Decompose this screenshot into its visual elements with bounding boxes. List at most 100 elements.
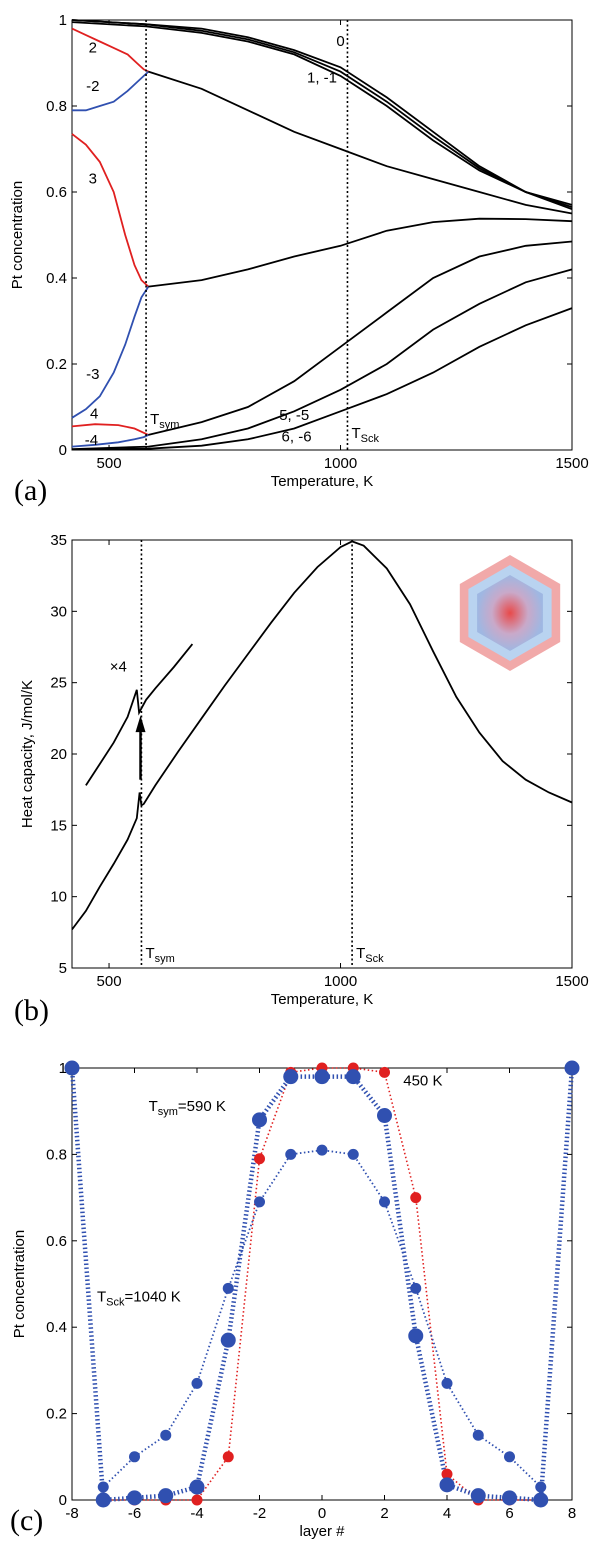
y-tick-label: 0.4 [46,1319,67,1336]
curve-label: 1, -1 [307,69,337,86]
y-tick-label: 5 [59,960,67,977]
data-point [504,1451,515,1463]
x-tick-label: 500 [97,455,122,472]
series-line [148,217,573,288]
y-tick-label: 15 [50,817,67,834]
series-line [71,21,573,206]
series-line [103,1067,541,1501]
data-point [564,1060,580,1076]
x-tick-label: 1000 [324,973,357,990]
series-line [71,268,573,450]
data-point [222,1451,234,1463]
data-point [410,1192,422,1204]
y-tick-label: 0 [59,442,67,459]
series-line [71,307,573,451]
data-point [441,1377,453,1389]
data-point [252,1112,267,1128]
panel-b-chart: 500 1000 1500 5 10 15 20 25 30 35 Temperature, K He… [14,532,589,1027]
data-point [189,1479,205,1495]
x-tick-label: 4 [443,1505,451,1522]
y-tick-label: 0 [59,1492,67,1509]
data-point [472,1429,484,1441]
x-tick-label: -8 [65,1505,78,1522]
y-tick-label: 20 [50,746,67,763]
x-axis-label: layer # [299,1523,345,1540]
series-annotation: Tsym=590 K [149,1098,226,1118]
data-point [314,1069,330,1085]
vertical-line-label: Tsym [145,945,174,965]
plot-frame [71,19,573,451]
series-line [71,19,573,208]
data-point [533,1492,549,1508]
x-axis-label: Temperature, K [271,473,374,490]
inset-scale-label: ×4 [110,658,127,675]
x-axis-label: Temperature, K [271,991,374,1008]
data-point [95,1492,111,1508]
curve-label: 4 [90,406,98,423]
series-line [148,240,573,436]
curve-label: 6, -6 [282,428,312,445]
data-point [502,1490,517,1506]
y-axis-label: Heat capacity, J/mol/K [19,680,36,828]
y-tick-label: 0.8 [46,98,67,115]
data-point [316,1144,328,1156]
series-line [71,434,149,448]
data-point [97,1481,109,1493]
data-point [439,1477,455,1493]
y-tick-label: 0.8 [46,1146,67,1163]
y-tick-label: 0.2 [46,356,67,373]
x-tick-label: -4 [190,1505,203,1522]
panel-letter: (c) [10,1504,43,1537]
data-point [441,1468,453,1480]
y-tick-label: 1 [59,12,67,29]
curve-label: 5, -5 [279,407,309,424]
curve-label: 2 [89,39,97,56]
y-tick-label: 0.6 [46,184,67,201]
curve-label: -3 [86,366,99,383]
y-tick-label: 10 [50,889,67,906]
y-tick-label: 35 [50,532,67,549]
vertical-line-label: Tsym [150,411,179,431]
data-point [347,1148,359,1160]
data-point [222,1282,234,1294]
curve-label: -4 [85,432,98,449]
vertical-line-label: TSck [351,425,379,445]
data-point [220,1332,236,1348]
x-tick-label: -6 [128,1505,141,1522]
data-point [254,1196,265,1208]
x-tick-label: -2 [253,1505,266,1522]
y-tick-label: 25 [50,675,67,692]
data-point [345,1069,361,1085]
data-point [285,1148,297,1160]
x-tick-label: 1500 [555,973,588,990]
data-point [379,1196,390,1208]
y-tick-label: 30 [50,603,67,620]
series-line [71,286,150,419]
series-line [85,643,194,786]
curve-label: -2 [86,78,99,95]
y-tick-label: 0.2 [46,1406,67,1423]
panel-letter: (a) [14,474,47,507]
x-tick-label: 500 [97,973,122,990]
curve-label: 0 [336,33,344,50]
curve-label: 3 [89,170,97,187]
y-tick-label: 0.6 [46,1233,67,1250]
data-point [254,1153,265,1165]
data-point [160,1429,172,1441]
panel-letter: (b) [14,994,49,1027]
panel-a-chart: 500 1000 1500 0 0.2 0.4 0.6 0.8 1 Temperature, K P… [9,12,589,507]
series-line [69,1067,575,1503]
data-point [377,1108,392,1124]
data-point [191,1494,203,1506]
series-line [71,423,149,436]
series-annotation: 450 K [403,1072,442,1089]
x-tick-label: 0 [318,1505,326,1522]
y-tick-label: 1 [59,1060,67,1077]
x-tick-label: 1000 [324,455,357,472]
data-point [64,1060,80,1076]
panel-c-chart: -8 -6 -4 -2 0 2 4 6 8 0 0.2 0.4 0.6 0.8 1 layer # Pt con… [10,1060,580,1540]
series-line [71,540,573,931]
x-tick-label: 6 [505,1505,513,1522]
x-tick-label: 8 [568,1505,576,1522]
data-point [191,1377,203,1389]
